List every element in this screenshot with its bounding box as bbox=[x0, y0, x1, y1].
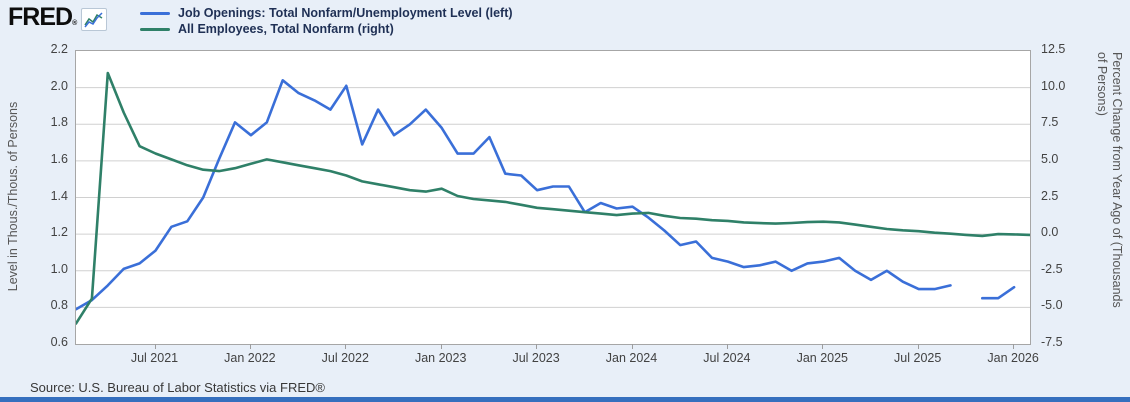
y-axis-right-tick-label: 2.5 bbox=[1041, 188, 1059, 203]
x-axis-tick-label: Jul 2023 bbox=[512, 351, 560, 365]
x-axis-tick-label: Jan 2026 bbox=[987, 351, 1039, 365]
all-employees-line bbox=[76, 71, 1030, 325]
y-axis-right-tick-label: -2.5 bbox=[1041, 261, 1063, 276]
legend: Job Openings: Total Nonfarm/Unemployment… bbox=[140, 6, 513, 38]
x-axis-tick-mark bbox=[536, 344, 538, 349]
y-axis-left-tick-label: 1.0 bbox=[50, 261, 68, 276]
x-axis-tick-label: Jan 2023 bbox=[414, 351, 467, 365]
y-axis-left-tick-label: 1.6 bbox=[50, 151, 68, 166]
y-axis-right-tick-label: 5.0 bbox=[1041, 151, 1059, 166]
registered-mark: ® bbox=[72, 20, 77, 27]
legend-swatch-blue bbox=[140, 12, 170, 15]
y-axis-left-tick-label: 1.4 bbox=[50, 188, 68, 203]
x-axis-tick-mark bbox=[726, 344, 728, 349]
x-axis-tick-mark bbox=[154, 344, 156, 349]
left-axis-title: Level in Thous./Thous. of Persons bbox=[6, 101, 20, 292]
x-axis-tick-label: Jul 2021 bbox=[130, 351, 179, 365]
header: FRED® bbox=[8, 3, 108, 37]
bottom-accent-bar bbox=[0, 397, 1130, 402]
legend-label-job-openings: Job Openings: Total Nonfarm/Unemployment… bbox=[178, 6, 513, 20]
x-axis-tick-label: Jan 2025 bbox=[796, 351, 849, 365]
fred-logo[interactable]: FRED® bbox=[8, 3, 77, 37]
y-axis-right-tick-label: 10.0 bbox=[1041, 78, 1066, 93]
y-axis-left-tick-label: 0.8 bbox=[50, 298, 68, 313]
job-openings-line bbox=[980, 285, 1016, 300]
y-axis-left-tick-label: 2.0 bbox=[50, 78, 68, 93]
x-axis-tick-label: Jan 2024 bbox=[605, 351, 658, 365]
x-axis-tick-mark bbox=[822, 344, 824, 349]
y-axis-left-tick-label: 1.8 bbox=[50, 115, 68, 130]
x-axis-tick-mark bbox=[917, 344, 919, 349]
job-openings-line bbox=[76, 78, 952, 311]
right-axis-title-line1: Percent Change from Year Ago of (Thousan… bbox=[1110, 52, 1124, 308]
x-axis-tick-mark bbox=[1013, 344, 1015, 349]
y-axis-right-tick-label: 0.0 bbox=[1041, 225, 1059, 240]
chart-canvas bbox=[76, 71, 1030, 325]
legend-label-all-employees: All Employees, Total Nonfarm (right) bbox=[178, 22, 394, 36]
x-axis-tick-label: Jul 2025 bbox=[894, 351, 942, 365]
x-axis-tick-mark bbox=[249, 344, 251, 349]
y-axis-right-tick-label: -7.5 bbox=[1041, 335, 1063, 349]
y-axis-right-tick-label: 12.5 bbox=[1041, 42, 1066, 56]
x-axis-tick-label: Jan 2022 bbox=[224, 351, 276, 365]
y-axis-right-tick-label: -5.0 bbox=[1041, 298, 1063, 313]
x-axis-tick-mark bbox=[345, 344, 347, 349]
fred-logo-text: FRED bbox=[8, 3, 73, 31]
x-axis-tick-mark bbox=[631, 344, 633, 349]
y-axis-right-tick-label: 7.5 bbox=[1041, 115, 1059, 130]
legend-item-job-openings: Job Openings: Total Nonfarm/Unemployment… bbox=[140, 6, 513, 21]
x-axis-tick-label: Jul 2022 bbox=[321, 351, 369, 365]
chart-plot-area[interactable] bbox=[75, 50, 1031, 345]
x-axis-tick-mark bbox=[440, 344, 442, 349]
x-axis-tick-label: Jul 2024 bbox=[703, 351, 751, 365]
right-axis-title-line2: of Persons) bbox=[1095, 52, 1109, 116]
y-axis-left-tick-label: 0.6 bbox=[50, 335, 68, 349]
y-axis-left-tick-label: 2.2 bbox=[50, 42, 68, 56]
fred-sparkline-icon bbox=[81, 8, 108, 31]
right-axis-title: Percent Change from Year Ago of (Thousan… bbox=[1094, 52, 1124, 345]
y-axis-left-tick-label: 1.2 bbox=[50, 225, 68, 240]
legend-item-all-employees: All Employees, Total Nonfarm (right) bbox=[140, 22, 513, 37]
source-text: Source: U.S. Bureau of Labor Statistics … bbox=[30, 380, 325, 395]
legend-swatch-green bbox=[140, 28, 170, 31]
